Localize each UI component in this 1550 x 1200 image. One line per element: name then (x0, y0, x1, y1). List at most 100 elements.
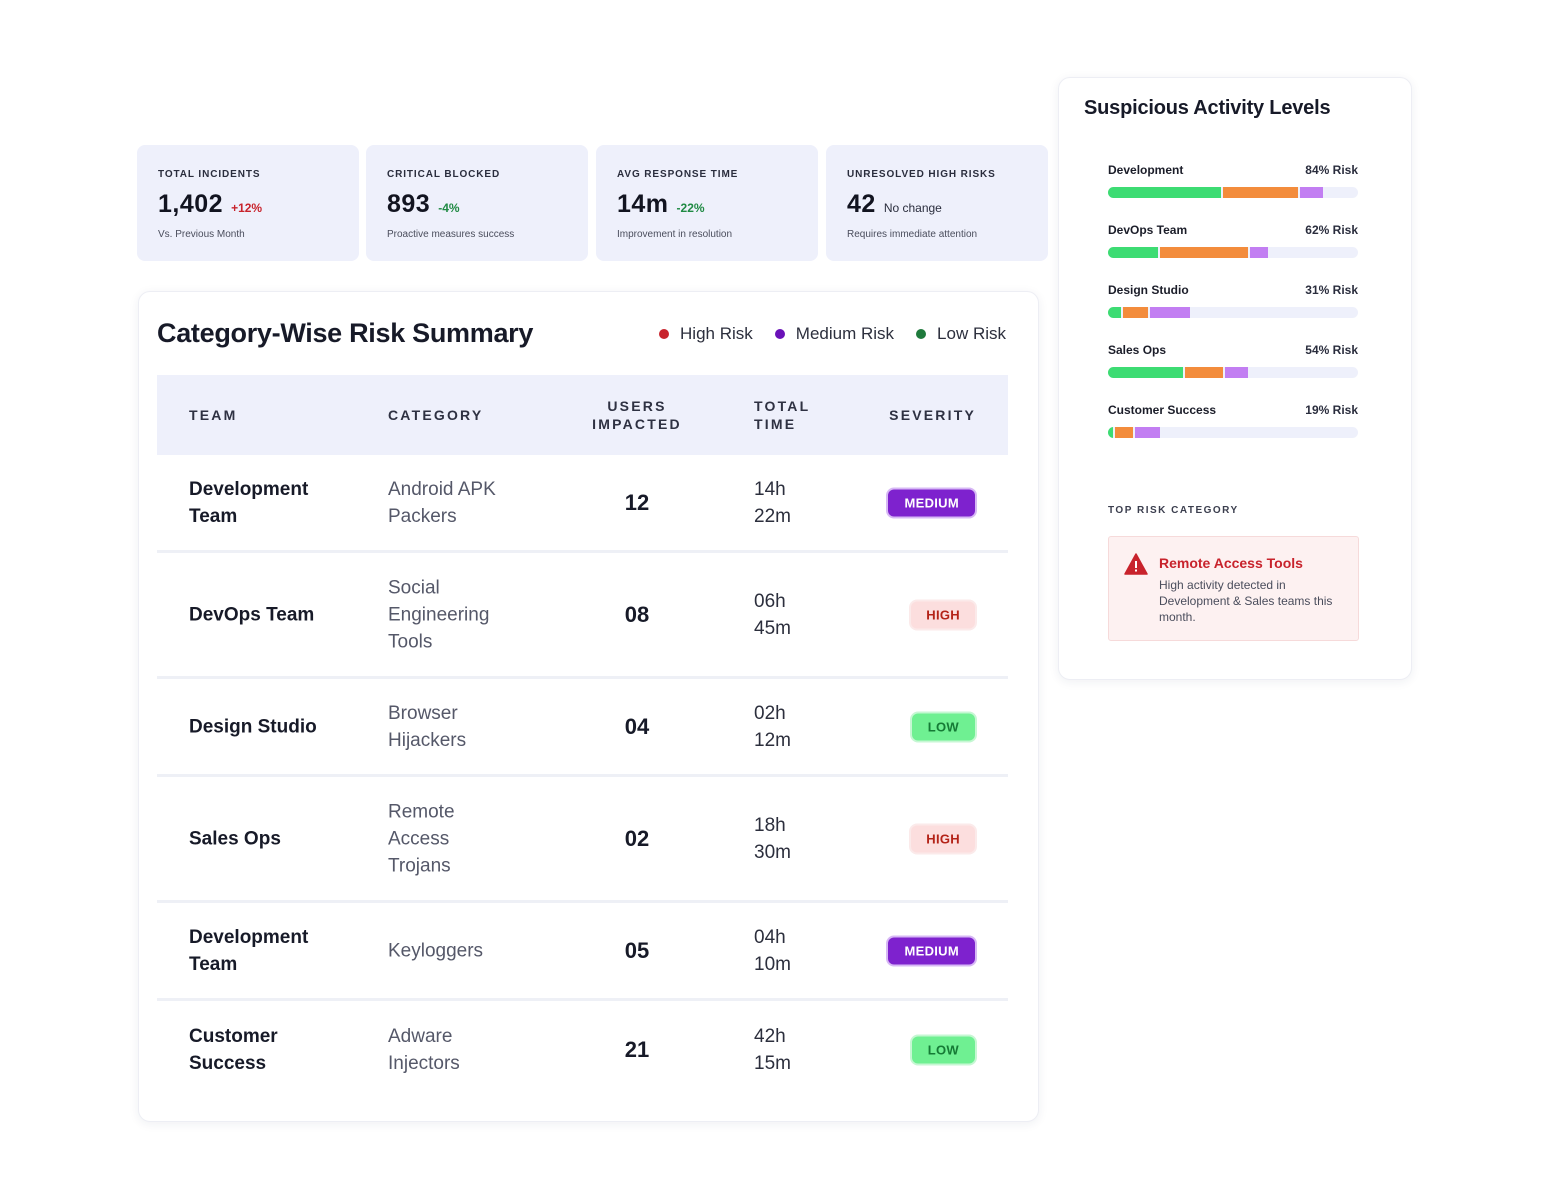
top-risk-title: Remote Access Tools (1159, 555, 1303, 571)
kpi-subtext: Vs. Previous Month (158, 229, 245, 240)
time-line: 06h (754, 590, 786, 612)
category-cell: Keyloggers (388, 937, 538, 964)
activity-item[interactable]: Sales Ops 54% Risk (1108, 343, 1358, 378)
severity-badge[interactable]: LOW (911, 1036, 975, 1064)
activity-team-name: Customer Success (1108, 403, 1217, 417)
severity-badge[interactable]: MEDIUM (888, 937, 975, 964)
activity-item[interactable]: Development 84% Risk (1108, 163, 1358, 198)
activity-bar-segment-green (1108, 187, 1221, 198)
category-line: Adware (388, 1026, 453, 1047)
team-line: Sales Ops (189, 828, 281, 849)
severity-badge[interactable]: MEDIUM (888, 489, 975, 516)
activity-bar (1108, 367, 1358, 378)
kpi-delta: No change (883, 201, 942, 215)
activity-team-name: Sales Ops (1108, 343, 1167, 357)
time-line: 42h (754, 1026, 786, 1047)
medium-risk-dot-icon (774, 329, 785, 339)
column-header-line: TOTAL (754, 398, 811, 414)
table-row[interactable]: Customer Success Adware Injectors 21 42h 15m LO… (157, 1001, 1008, 1099)
team-cell: DevOps Team (189, 601, 359, 628)
activity-item[interactable]: Customer Success 19% Risk (1108, 403, 1358, 438)
kpi-subtext: Improvement in resolution (617, 229, 733, 240)
team-cell: Design Studio (189, 713, 359, 740)
legend-item-high: High Risk (659, 324, 753, 344)
severity-cell: LOW (911, 713, 975, 740)
time-line: 02h (754, 702, 786, 724)
time-line: 18h (754, 814, 786, 836)
activity-risk-percent: 84% Risk (1305, 163, 1358, 177)
kpi-label: AVG RESPONSE TIME (617, 169, 739, 180)
time-line: 45m (754, 617, 791, 639)
total-time-cell: 18h 30m (754, 812, 824, 866)
legend-item-medium: Medium Risk (774, 324, 894, 344)
kpi-subtext: Requires immediate attention (847, 229, 978, 240)
team-line: Team (189, 505, 238, 527)
warning-icon (1124, 553, 1148, 575)
severity-badge[interactable]: HIGH (911, 601, 975, 628)
column-header-total-time[interactable]: TOTAL TIME (754, 397, 810, 433)
column-header-severity[interactable]: SEVERITY (889, 407, 976, 423)
activity-bar-segment-green (1108, 307, 1121, 318)
users-impacted-cell: 04 (624, 713, 650, 739)
kpi-value: 14m (617, 190, 669, 218)
severity-cell: LOW (911, 1036, 975, 1064)
category-line: Browser (388, 702, 458, 724)
category-line: Packers (388, 505, 457, 527)
kpi-delta: -4% (438, 201, 460, 215)
legend-item-low: Low Risk (916, 324, 1006, 344)
activity-bar (1108, 307, 1358, 318)
kpi-delta: +12% (231, 201, 263, 215)
team-line: Success (189, 1053, 267, 1074)
severity-cell: MEDIUM (888, 489, 975, 516)
activity-bar-segment-green (1108, 427, 1113, 438)
severity-cell: HIGH (911, 825, 975, 852)
table-row[interactable]: Sales Ops Remote Access Trojans 02 18h 30m HIGH (157, 777, 1008, 903)
top-risk-description: High activity detected in Development & … (1159, 578, 1333, 624)
table-row[interactable]: Design Studio Browser Hijackers 04 02h 12m LOW (157, 679, 1008, 777)
high-risk-dot-icon (659, 329, 670, 339)
kpi-label: CRITICAL BLOCKED (387, 169, 501, 180)
kpi-value: 893 (387, 190, 431, 218)
time-line: 30m (754, 841, 791, 863)
activity-bar (1108, 427, 1358, 438)
activity-bar-segment-orange (1123, 307, 1148, 318)
column-header-users-impacted[interactable]: USERS IMPACTED (577, 397, 697, 433)
risk-legend: High Risk Medium Risk Low Risk (637, 324, 1006, 344)
severity-cell: HIGH (911, 601, 975, 628)
column-header-team[interactable]: TEAM (189, 407, 238, 423)
risk-summary-title: Category-Wise Risk Summary (157, 318, 534, 348)
column-header-line: IMPACTED (592, 416, 682, 432)
kpi-card-critical-blocked: CRITICAL BLOCKED 893 -4% Proactive measu… (366, 145, 588, 261)
team-line: Development (189, 478, 309, 500)
time-line: 12m (754, 729, 791, 751)
top-risk-alert[interactable]: Remote Access Tools High activity detect… (1108, 536, 1359, 641)
kpi-value: 42 (847, 190, 876, 218)
kpi-card-unresolved-high-risks: UNRESOLVED HIGH RISKS 42 No change Requi… (826, 145, 1048, 261)
table-row[interactable]: Development Team Keyloggers 05 04h 10m MEDIUM (157, 903, 1008, 1001)
team-cell: Sales Ops (189, 825, 359, 852)
activity-team-name: DevOps Team (1108, 223, 1188, 237)
severity-badge[interactable]: HIGH (911, 825, 975, 852)
category-cell: Adware Injectors (388, 1023, 538, 1077)
time-line: 22m (754, 505, 791, 527)
table-row[interactable]: DevOps Team Social Engineering Tools 08 06h 45… (157, 553, 1008, 679)
suspicious-activity-card: Suspicious Activity Levels Development 84… (1058, 77, 1412, 680)
activity-bar-segment-orange (1160, 247, 1248, 258)
top-risk-label: TOP RISK CATEGORY (1108, 505, 1239, 516)
column-header-category[interactable]: CATEGORY (388, 407, 484, 423)
category-line: Engineering (388, 604, 490, 625)
activity-bar-segment-purple (1250, 247, 1268, 258)
category-line: Keyloggers (388, 940, 484, 961)
category-line: Tools (388, 631, 433, 652)
legend-label: High Risk (680, 324, 753, 343)
activity-item[interactable]: DevOps Team 62% Risk (1108, 223, 1358, 258)
severity-badge[interactable]: LOW (911, 713, 975, 740)
total-time-cell: 42h 15m (754, 1023, 824, 1077)
team-line: Development (189, 926, 309, 948)
table-row[interactable]: Development Team Android APK Packers 12 14h 22… (157, 455, 1008, 553)
activity-item[interactable]: Design Studio 31% Risk (1108, 283, 1358, 318)
category-line: Social (388, 577, 440, 598)
category-line: Remote (388, 801, 455, 822)
users-impacted-cell: 02 (624, 825, 650, 851)
time-line: 04h (754, 926, 786, 948)
